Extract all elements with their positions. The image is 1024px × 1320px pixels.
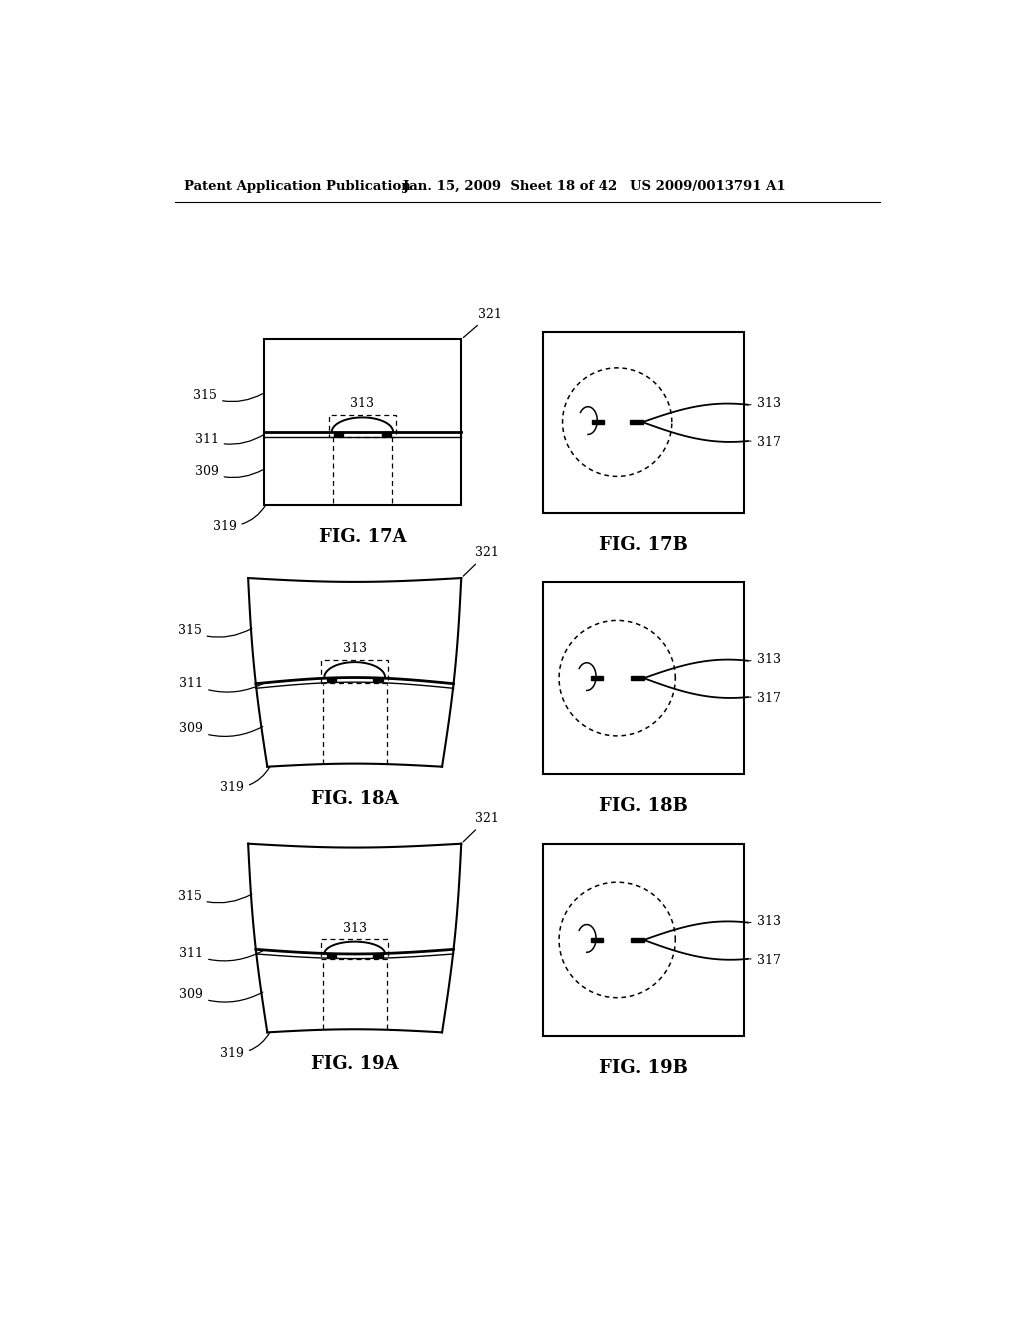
Bar bbox=[591, 676, 603, 680]
Text: 311: 311 bbox=[179, 677, 265, 692]
Bar bbox=[329, 414, 396, 437]
Text: 317: 317 bbox=[750, 436, 780, 449]
Bar bbox=[382, 432, 391, 436]
Text: 313: 313 bbox=[750, 915, 780, 928]
Text: 315: 315 bbox=[178, 890, 252, 903]
Text: 313: 313 bbox=[350, 396, 375, 409]
Text: 317: 317 bbox=[750, 692, 780, 705]
Text: 319: 319 bbox=[213, 506, 265, 532]
Text: 321: 321 bbox=[463, 812, 499, 842]
Text: US 2009/0013791 A1: US 2009/0013791 A1 bbox=[630, 181, 785, 194]
Bar bbox=[322, 660, 388, 682]
Bar bbox=[374, 954, 383, 958]
Text: 313: 313 bbox=[343, 642, 367, 655]
Text: 313: 313 bbox=[750, 397, 780, 409]
Text: 311: 311 bbox=[179, 948, 264, 961]
Text: FIG. 17A: FIG. 17A bbox=[318, 528, 407, 546]
Bar bbox=[327, 954, 336, 958]
Text: 319: 319 bbox=[220, 767, 269, 795]
Text: 321: 321 bbox=[463, 546, 499, 576]
Bar bbox=[630, 420, 642, 424]
Bar bbox=[591, 939, 603, 942]
Text: Jan. 15, 2009  Sheet 18 of 42: Jan. 15, 2009 Sheet 18 of 42 bbox=[403, 181, 617, 194]
Text: 317: 317 bbox=[750, 954, 780, 968]
Text: 321: 321 bbox=[463, 308, 502, 338]
Text: FIG. 18B: FIG. 18B bbox=[599, 797, 688, 816]
Text: FIG. 17B: FIG. 17B bbox=[599, 536, 688, 553]
Bar bbox=[543, 331, 744, 512]
Bar bbox=[374, 677, 383, 681]
Text: 315: 315 bbox=[194, 389, 263, 403]
Text: 313: 313 bbox=[750, 652, 780, 665]
Bar bbox=[632, 676, 644, 680]
Bar bbox=[632, 939, 644, 942]
Text: 313: 313 bbox=[343, 921, 367, 935]
Text: 309: 309 bbox=[179, 722, 263, 737]
Bar bbox=[322, 940, 388, 960]
Bar bbox=[327, 677, 336, 681]
Text: 309: 309 bbox=[179, 989, 263, 1002]
Text: Patent Application Publication: Patent Application Publication bbox=[183, 181, 411, 194]
Text: FIG. 19B: FIG. 19B bbox=[599, 1059, 688, 1077]
Bar bbox=[334, 432, 343, 436]
Text: 311: 311 bbox=[195, 433, 264, 446]
Text: 319: 319 bbox=[220, 1032, 269, 1060]
Bar bbox=[263, 339, 461, 506]
Text: FIG. 19A: FIG. 19A bbox=[311, 1055, 398, 1073]
Text: FIG. 18A: FIG. 18A bbox=[311, 789, 398, 808]
Bar bbox=[543, 582, 744, 775]
Text: 315: 315 bbox=[178, 624, 252, 638]
Bar bbox=[543, 843, 744, 1036]
Text: 309: 309 bbox=[195, 465, 263, 478]
Bar bbox=[592, 420, 604, 424]
